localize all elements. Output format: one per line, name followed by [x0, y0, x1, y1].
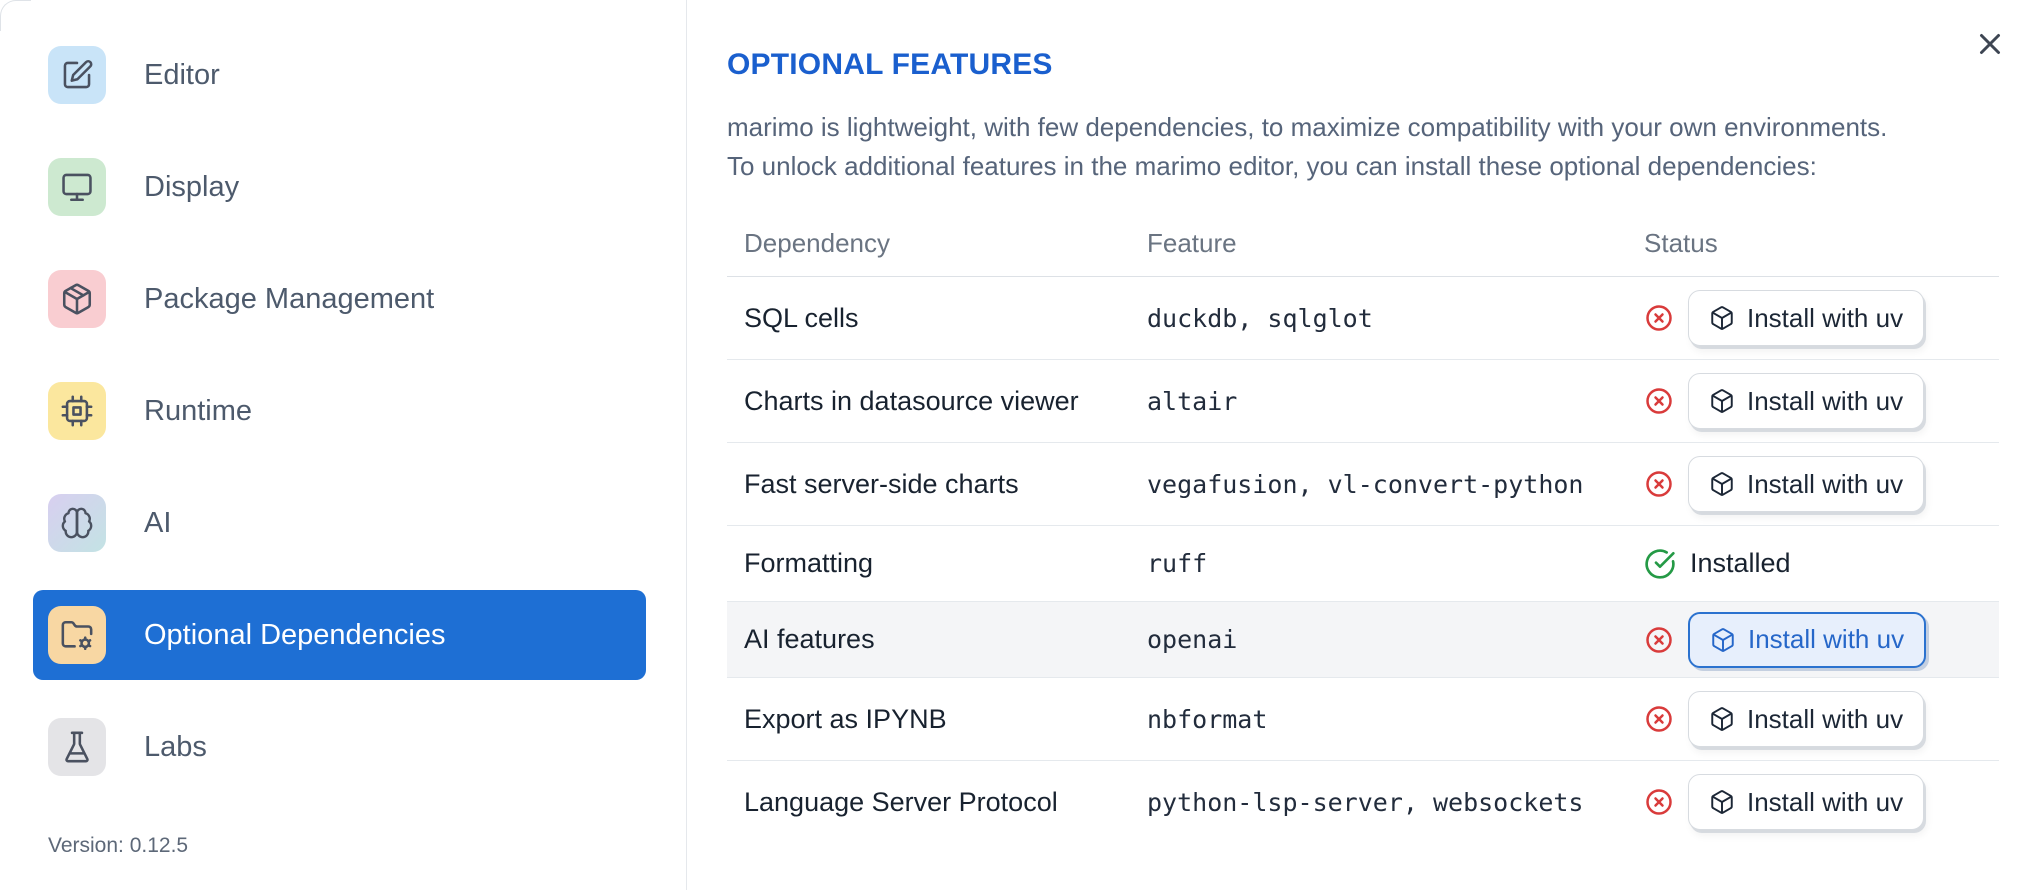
sidebar-item-label: Display	[144, 170, 240, 203]
dependency-cell: Formatting	[744, 548, 874, 578]
sidebar-item-ai[interactable]: AI	[33, 478, 646, 568]
column-header-status: Status	[1644, 227, 1718, 258]
install-button-label: Install with uv	[1747, 703, 1904, 734]
column-header-feature: Feature	[1147, 227, 1237, 258]
sidebar-item-label: Package Management	[144, 282, 435, 315]
install-with-uv-button[interactable]: Install with uv	[1688, 774, 1925, 830]
install-with-uv-button[interactable]: Install with uv	[1688, 373, 1925, 429]
sidebar-item-display[interactable]: Display	[33, 142, 646, 232]
table-row: Language Server Protocol python-lsp-serv…	[727, 761, 1999, 843]
dependency-cell: Charts in datasource viewer	[744, 385, 1079, 416]
feature-cell: ruff	[1147, 549, 1208, 578]
column-header-dependency: Dependency	[744, 227, 890, 258]
table-row: AI features openai Install with uv	[727, 602, 1999, 678]
table-row: Charts in datasource viewer altair Insta…	[727, 360, 1999, 443]
description-line-2: To unlock additional features in the mar…	[727, 151, 1817, 181]
status-cell: Installed	[1627, 548, 1999, 580]
install-button-label: Install with uv	[1747, 385, 1904, 416]
table-row: Formatting ruff Installed	[727, 526, 1999, 602]
package-icon	[48, 270, 106, 328]
table-row: SQL cells duckdb, sqlglot Install with u…	[727, 277, 1999, 360]
not-installed-icon	[1644, 625, 1674, 655]
description-line-1: marimo is lightweight, with few dependen…	[727, 112, 1888, 142]
sidebar-item-runtime[interactable]: Runtime	[33, 366, 646, 456]
folder-cog-icon	[48, 606, 106, 664]
not-installed-icon	[1644, 469, 1674, 499]
sidebar-item-label: Optional Dependencies	[144, 618, 446, 651]
editor-icon	[48, 46, 106, 104]
installed-check-icon	[1644, 548, 1676, 580]
table-row: Fast server-side charts vegafusion, vl-c…	[727, 443, 1999, 526]
feature-cell: duckdb, sqlglot	[1147, 303, 1373, 333]
sidebar-item-label: AI	[144, 506, 172, 539]
sidebar-item-labs[interactable]: Labs	[33, 702, 646, 792]
install-with-uv-button[interactable]: Install with uv	[1688, 691, 1925, 747]
not-installed-icon	[1644, 303, 1674, 333]
sidebar-item-package-management[interactable]: Package Management	[33, 254, 646, 344]
status-cell: Install with uv	[1627, 373, 1999, 429]
table-header-row: Dependency Feature Status	[727, 210, 1999, 277]
sidebar-item-label: Runtime	[144, 394, 252, 427]
sidebar-item-label: Labs	[144, 730, 207, 763]
install-button-label: Install with uv	[1747, 468, 1904, 499]
install-button-label: Install with uv	[1747, 302, 1904, 333]
dependency-cell: Export as IPYNB	[744, 703, 947, 734]
dependencies-table: Dependency Feature Status SQL cells duck…	[727, 210, 1999, 843]
box-icon	[1709, 471, 1735, 497]
feature-cell: vegafusion, vl-convert-python	[1147, 469, 1584, 499]
table-row: Export as IPYNB nbformat Install with uv	[727, 678, 1999, 761]
box-icon	[1709, 789, 1735, 815]
installed-label: Installed	[1690, 548, 1791, 578]
dependency-cell: AI features	[744, 624, 875, 654]
not-installed-icon	[1644, 704, 1674, 734]
install-with-uv-button[interactable]: Install with uv	[1688, 456, 1925, 512]
status-cell: Install with uv	[1627, 611, 1999, 668]
dependency-cell: Language Server Protocol	[744, 786, 1058, 817]
install-button-label: Install with uv	[1748, 624, 1905, 654]
close-icon[interactable]	[1968, 22, 2012, 66]
description: marimo is lightweight, with few dependen…	[727, 108, 2000, 186]
feature-cell: openai	[1147, 625, 1238, 654]
box-icon	[1710, 627, 1736, 653]
sidebar-item-label: Editor	[144, 58, 220, 91]
feature-cell: nbformat	[1147, 704, 1268, 734]
box-icon	[1709, 305, 1735, 331]
install-button-label: Install with uv	[1747, 786, 1904, 817]
page-title: OPTIONAL FEATURES	[727, 48, 1053, 81]
dependency-cell: Fast server-side charts	[744, 468, 1019, 499]
box-icon	[1709, 388, 1735, 414]
monitor-icon	[48, 158, 106, 216]
status-cell: Install with uv	[1627, 290, 1999, 346]
dependency-cell: SQL cells	[744, 302, 859, 333]
status-cell: Install with uv	[1627, 774, 1999, 830]
status-cell: Install with uv	[1627, 691, 1999, 747]
optional-features-panel: OPTIONAL FEATURES marimo is lightweight,…	[687, 0, 2042, 890]
sidebar-item-editor[interactable]: Editor	[33, 30, 646, 120]
feature-cell: python-lsp-server, websockets	[1147, 787, 1584, 817]
feature-cell: altair	[1147, 386, 1238, 416]
brain-icon	[48, 494, 106, 552]
install-with-uv-button[interactable]: Install with uv	[1688, 290, 1925, 346]
flask-icon	[48, 718, 106, 776]
not-installed-icon	[1644, 386, 1674, 416]
box-icon	[1709, 706, 1735, 732]
settings-sidebar: Editor Display Package Management	[0, 0, 687, 890]
status-cell: Install with uv	[1627, 456, 1999, 512]
cpu-icon	[48, 382, 106, 440]
not-installed-icon	[1644, 787, 1674, 817]
sidebar-item-optional-dependencies[interactable]: Optional Dependencies	[33, 590, 646, 680]
install-with-uv-button[interactable]: Install with uv	[1688, 611, 1927, 668]
version-label: Version: 0.12.5	[48, 834, 189, 857]
